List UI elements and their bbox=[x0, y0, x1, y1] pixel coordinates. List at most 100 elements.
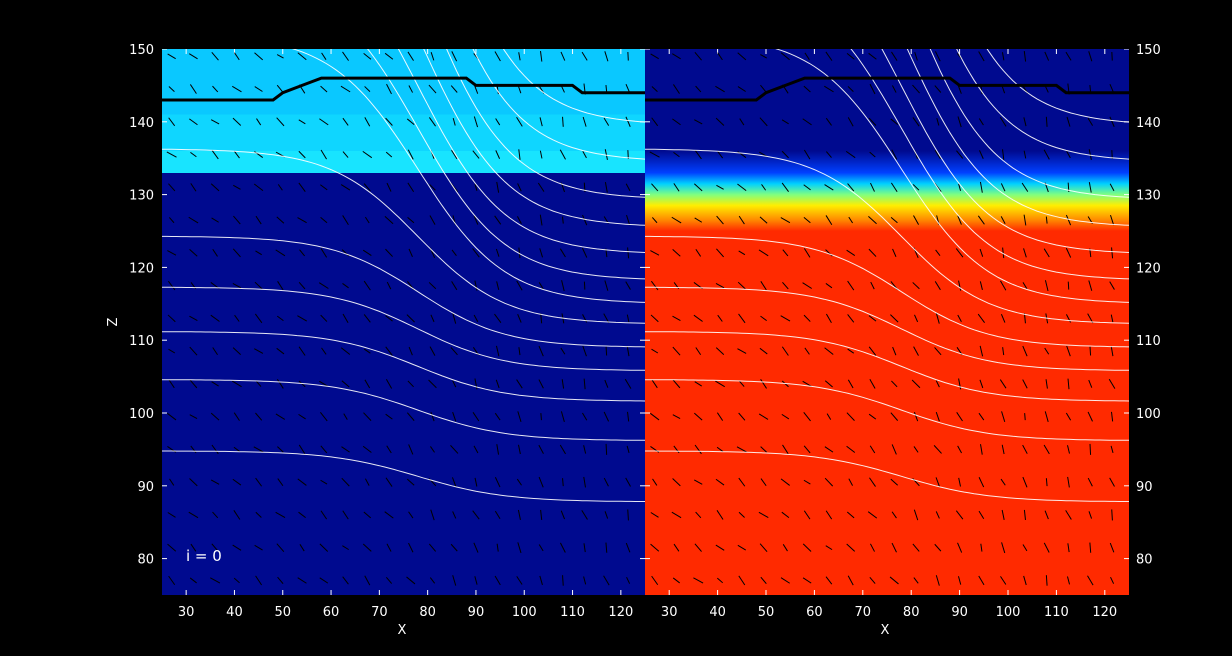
direction-glyph bbox=[430, 314, 435, 323]
axis-labels: 30 40 50 60 70 80 90 100 110 120 80 90 100 110 120 130 1… bbox=[129, 43, 1161, 620]
direction-glyph bbox=[891, 542, 897, 553]
direction-glyph bbox=[210, 119, 220, 125]
direction-glyph bbox=[717, 150, 724, 159]
direction-glyph bbox=[452, 312, 457, 324]
direction-glyph bbox=[1044, 51, 1050, 61]
direction-glyph bbox=[320, 248, 328, 258]
direction-glyph bbox=[979, 150, 984, 159]
x-tick-label: 110 bbox=[1044, 605, 1069, 620]
direction-glyph bbox=[496, 444, 500, 455]
direction-glyph bbox=[715, 85, 725, 93]
direction-glyph bbox=[385, 248, 393, 257]
direction-glyph bbox=[956, 150, 964, 159]
direction-glyph bbox=[715, 478, 725, 486]
direction-glyph bbox=[625, 281, 631, 290]
direction-glyph bbox=[340, 347, 351, 355]
direction-glyph bbox=[188, 511, 199, 519]
direction-glyph bbox=[341, 477, 350, 487]
direction-glyph bbox=[212, 85, 219, 93]
direction-glyph bbox=[298, 150, 306, 159]
direction-glyph bbox=[1110, 314, 1114, 323]
direction-glyph bbox=[407, 380, 414, 388]
direction-glyph bbox=[891, 85, 897, 93]
direction-glyph bbox=[538, 444, 544, 454]
direction-glyph bbox=[408, 346, 413, 356]
direction-glyph bbox=[803, 248, 811, 258]
direction-glyph bbox=[275, 413, 286, 420]
direction-glyph bbox=[561, 280, 565, 292]
direction-glyph bbox=[1109, 281, 1115, 290]
direction-glyph bbox=[232, 544, 242, 551]
direction-glyph bbox=[255, 215, 262, 225]
direction-glyph bbox=[935, 575, 940, 586]
direction-glyph bbox=[276, 347, 285, 355]
direction-glyph bbox=[1022, 544, 1028, 552]
direction-glyph bbox=[1088, 379, 1093, 388]
direction-glyph bbox=[562, 216, 564, 224]
direction-glyph bbox=[559, 444, 566, 455]
direction-glyph bbox=[232, 347, 241, 355]
direction-glyph bbox=[671, 511, 682, 519]
direction-glyph bbox=[450, 445, 459, 454]
direction-glyph bbox=[473, 116, 479, 128]
direction-glyph bbox=[452, 380, 457, 388]
direction-glyph bbox=[408, 85, 414, 93]
direction-glyph bbox=[934, 149, 941, 160]
direction-glyph bbox=[1023, 575, 1027, 586]
direction-glyph bbox=[428, 84, 437, 94]
direction-glyph bbox=[1001, 509, 1005, 520]
direction-glyph bbox=[167, 314, 176, 323]
direction-glyph bbox=[935, 380, 940, 388]
direction-glyph bbox=[650, 412, 660, 421]
direction-glyph bbox=[625, 116, 631, 127]
y-tick-label: 130 bbox=[129, 189, 154, 204]
direction-glyph bbox=[517, 411, 522, 423]
contour-line bbox=[929, 49, 1129, 198]
direction-glyph bbox=[695, 248, 702, 257]
direction-glyph bbox=[233, 510, 241, 520]
direction-glyph bbox=[495, 345, 500, 357]
direction-glyph bbox=[1000, 314, 1006, 323]
direction-glyph bbox=[168, 217, 175, 224]
contour-line bbox=[645, 235, 1129, 348]
direction-glyph bbox=[538, 345, 544, 357]
direction-glyph bbox=[472, 412, 480, 422]
direction-glyph bbox=[560, 51, 566, 61]
direction-glyph bbox=[870, 182, 875, 192]
direction-glyph bbox=[651, 183, 659, 192]
x-tick-label: 50 bbox=[274, 605, 291, 620]
direction-glyph bbox=[716, 248, 725, 258]
direction-glyph bbox=[364, 117, 371, 127]
direction-glyph bbox=[232, 85, 242, 93]
direction-glyph bbox=[891, 511, 897, 519]
direction-glyph bbox=[473, 314, 479, 322]
direction-glyph bbox=[408, 542, 414, 553]
direction-glyph bbox=[848, 478, 854, 486]
direction-glyph bbox=[869, 577, 876, 584]
contour-line bbox=[645, 331, 1129, 402]
direction-glyph bbox=[494, 313, 502, 323]
direction-glyph bbox=[517, 542, 522, 554]
direction-glyph bbox=[254, 348, 264, 354]
direction-glyph bbox=[474, 280, 478, 291]
direction-glyph bbox=[430, 446, 435, 453]
direction-glyph bbox=[297, 52, 307, 61]
direction-glyph bbox=[804, 347, 810, 355]
direction-glyph bbox=[737, 86, 746, 92]
direction-glyph bbox=[319, 118, 329, 126]
direction-glyph bbox=[298, 119, 306, 125]
direction-glyph bbox=[914, 314, 919, 323]
y-tick-label: 90 bbox=[137, 480, 154, 495]
direction-glyph bbox=[189, 84, 197, 94]
direction-glyph bbox=[474, 576, 478, 585]
direction-glyph bbox=[408, 444, 414, 455]
direction-glyph bbox=[914, 52, 918, 61]
direction-glyph bbox=[212, 347, 218, 356]
direction-glyph bbox=[650, 314, 659, 323]
direction-glyph bbox=[1066, 151, 1071, 159]
x-tick-label: 90 bbox=[951, 605, 968, 620]
contour-line bbox=[645, 450, 1129, 502]
direction-glyph bbox=[979, 345, 984, 357]
direction-glyph bbox=[560, 347, 566, 355]
direction-glyph bbox=[364, 379, 371, 389]
